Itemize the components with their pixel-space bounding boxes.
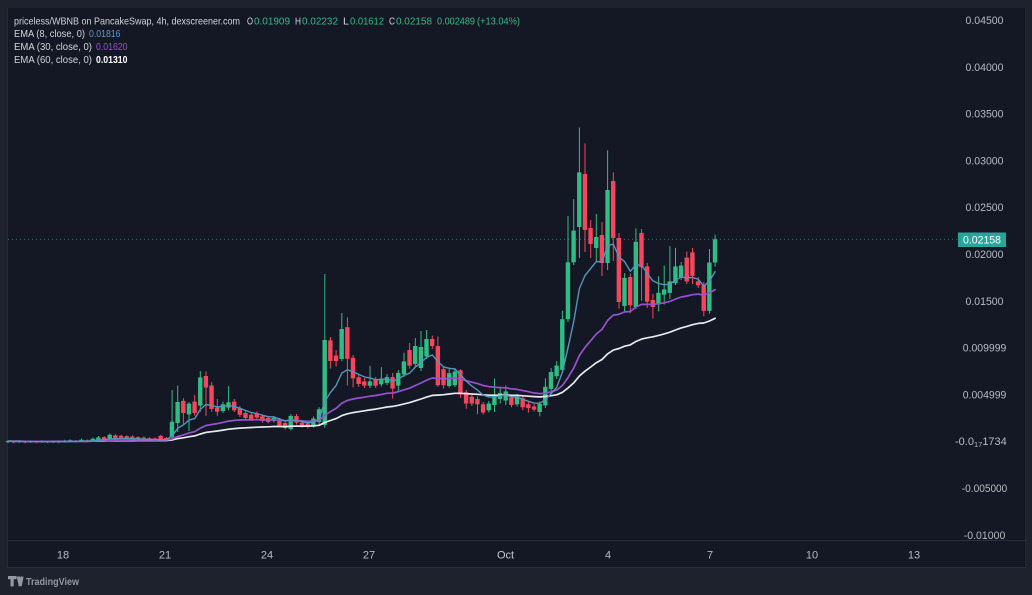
svg-text:L: L — [343, 15, 349, 27]
svg-text:7: 7 — [707, 550, 713, 562]
svg-text:0.002489: 0.002489 — [437, 15, 475, 27]
svg-text:C: C — [389, 15, 395, 27]
svg-text:EMA (8, close, 0): EMA (8, close, 0) — [14, 28, 85, 40]
svg-text:0.02500: 0.02500 — [966, 202, 1004, 214]
svg-text:0.004999: 0.004999 — [963, 390, 1007, 402]
svg-text:-0.0171734: -0.0171734 — [955, 436, 1007, 449]
svg-text:H: H — [295, 15, 301, 27]
svg-text:0.04000: 0.04000 — [966, 62, 1004, 74]
svg-text:0.01500: 0.01500 — [966, 296, 1004, 308]
svg-text:27: 27 — [363, 550, 375, 562]
svg-text:EMA (60, close, 0): EMA (60, close, 0) — [14, 54, 92, 66]
svg-text:Oct: Oct — [497, 550, 514, 562]
svg-text:0.03000: 0.03000 — [966, 155, 1004, 167]
svg-text:10: 10 — [806, 550, 818, 562]
svg-text:-0.01000: -0.01000 — [964, 530, 1006, 542]
svg-text:0.02158: 0.02158 — [396, 15, 432, 27]
svg-text:priceless/WBNB on PancakeSwap,: priceless/WBNB on PancakeSwap, 4h, dexsc… — [14, 15, 240, 27]
svg-text:0.01612: 0.01612 — [350, 15, 384, 27]
svg-text:(+13.04%): (+13.04%) — [477, 15, 520, 27]
svg-text:0.03500: 0.03500 — [966, 109, 1004, 121]
svg-text:0.01816: 0.01816 — [89, 28, 121, 40]
svg-text:18: 18 — [57, 550, 69, 562]
svg-text:0.01620: 0.01620 — [96, 41, 128, 53]
svg-text:13: 13 — [908, 550, 920, 562]
svg-text:TradingView: TradingView — [26, 576, 80, 588]
svg-text:EMA (30, close, 0): EMA (30, close, 0) — [14, 41, 92, 53]
svg-text:0.02232: 0.02232 — [302, 15, 338, 27]
svg-text:0.04500: 0.04500 — [966, 15, 1004, 27]
svg-text:24: 24 — [261, 550, 273, 562]
svg-text:21: 21 — [159, 550, 171, 562]
svg-text:0.02000: 0.02000 — [966, 249, 1004, 261]
svg-text:0.009999: 0.009999 — [963, 343, 1007, 355]
svg-text:0.01310: 0.01310 — [96, 54, 128, 66]
svg-text:0.02158: 0.02158 — [963, 235, 1001, 247]
svg-text:-0.005000: -0.005000 — [962, 483, 1008, 495]
svg-text:0.01909: 0.01909 — [254, 15, 290, 27]
svg-text:O: O — [247, 15, 253, 27]
svg-text:4: 4 — [605, 550, 611, 562]
